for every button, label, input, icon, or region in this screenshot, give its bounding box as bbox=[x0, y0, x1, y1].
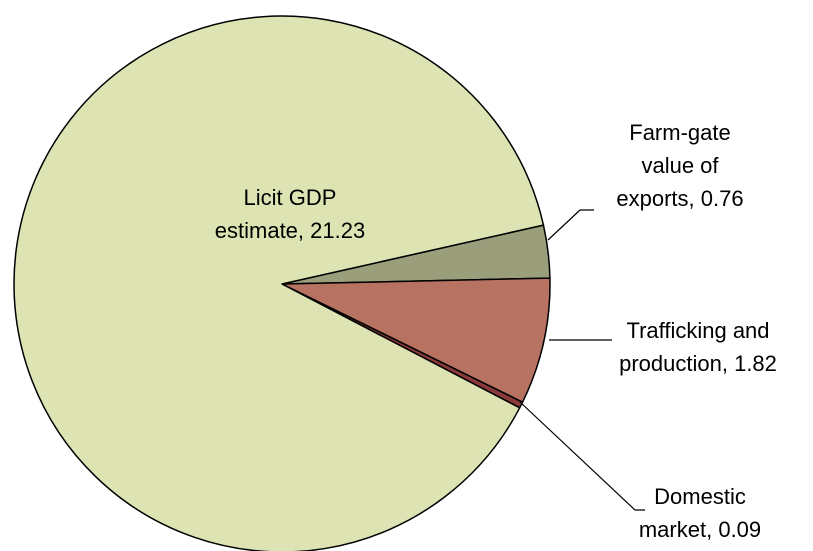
value-label: 21.23 bbox=[310, 218, 366, 243]
leader-line bbox=[547, 209, 594, 241]
leader-line bbox=[519, 401, 645, 511]
pie-slice bbox=[13, 15, 545, 551]
category-label: Domestic market bbox=[638, 484, 746, 542]
value-label: 0.76 bbox=[700, 186, 744, 211]
slice-label: Farm-gate value of exports, 0.76 bbox=[616, 120, 744, 211]
category-label: Licit GDP estimate bbox=[214, 185, 337, 243]
value-label: 0.09 bbox=[718, 517, 762, 542]
category-label: Farm-gate value of exports bbox=[616, 120, 731, 211]
slice-label: Licit GDP estimate, 21.23 bbox=[214, 185, 366, 243]
category-label: Trafficking and production bbox=[619, 318, 770, 376]
value-label: 1.82 bbox=[734, 351, 777, 376]
pie-slice bbox=[281, 277, 551, 403]
slice-label: Domestic market, 0.09 bbox=[638, 484, 762, 542]
slice-label: Trafficking and production, 1.82 bbox=[619, 318, 777, 376]
